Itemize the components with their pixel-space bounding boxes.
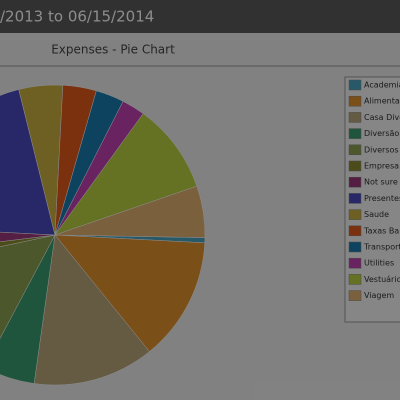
pie-slice (0, 234, 56, 247)
pie-slice (0, 89, 56, 236)
legend-swatch (348, 79, 362, 91)
legend-swatch (348, 257, 362, 269)
legend-label: Not sure (364, 178, 398, 187)
legend-swatch (348, 112, 362, 123)
legend-label: Diversos (364, 145, 399, 154)
legend-swatch (348, 144, 362, 156)
legend-label: Empresa (364, 162, 399, 171)
legend-swatch (348, 128, 362, 139)
pie-slice (0, 234, 56, 339)
legend-swatch (348, 290, 362, 301)
legend-label: Transporte (363, 243, 400, 252)
pie-slice (33, 234, 150, 386)
legend-label: Diversão (364, 129, 399, 138)
legend-label: Alimentação (364, 97, 400, 106)
legend-swatch (348, 176, 362, 188)
pie-slice (0, 234, 56, 384)
title-bar (0, 0, 400, 33)
date-range: /2013 to 06/15/2014 (0, 8, 154, 26)
legend-swatch (348, 95, 362, 107)
chart-title: Expenses - Pie Chart (51, 43, 175, 57)
legend-swatch (348, 241, 362, 253)
legend-label: Taxas Bancárias (363, 226, 400, 235)
legend-label: Saude (364, 210, 389, 219)
legend-label: Presentes (364, 194, 400, 203)
pie-slice (54, 113, 198, 236)
legend-label: Casa Diversos (364, 113, 400, 122)
legend-swatch (348, 209, 362, 220)
legend-label: Utilities (364, 259, 394, 268)
pie-slice (54, 185, 206, 238)
legend-label: Academia (364, 81, 400, 90)
legend-swatch (348, 274, 362, 285)
legend-label: Viagem (364, 291, 394, 300)
legend-label: Vestuário (364, 275, 400, 284)
legend-swatch (348, 160, 362, 172)
legend-swatch (348, 225, 362, 237)
legend-swatch (348, 193, 362, 204)
pie-slice (54, 234, 206, 352)
